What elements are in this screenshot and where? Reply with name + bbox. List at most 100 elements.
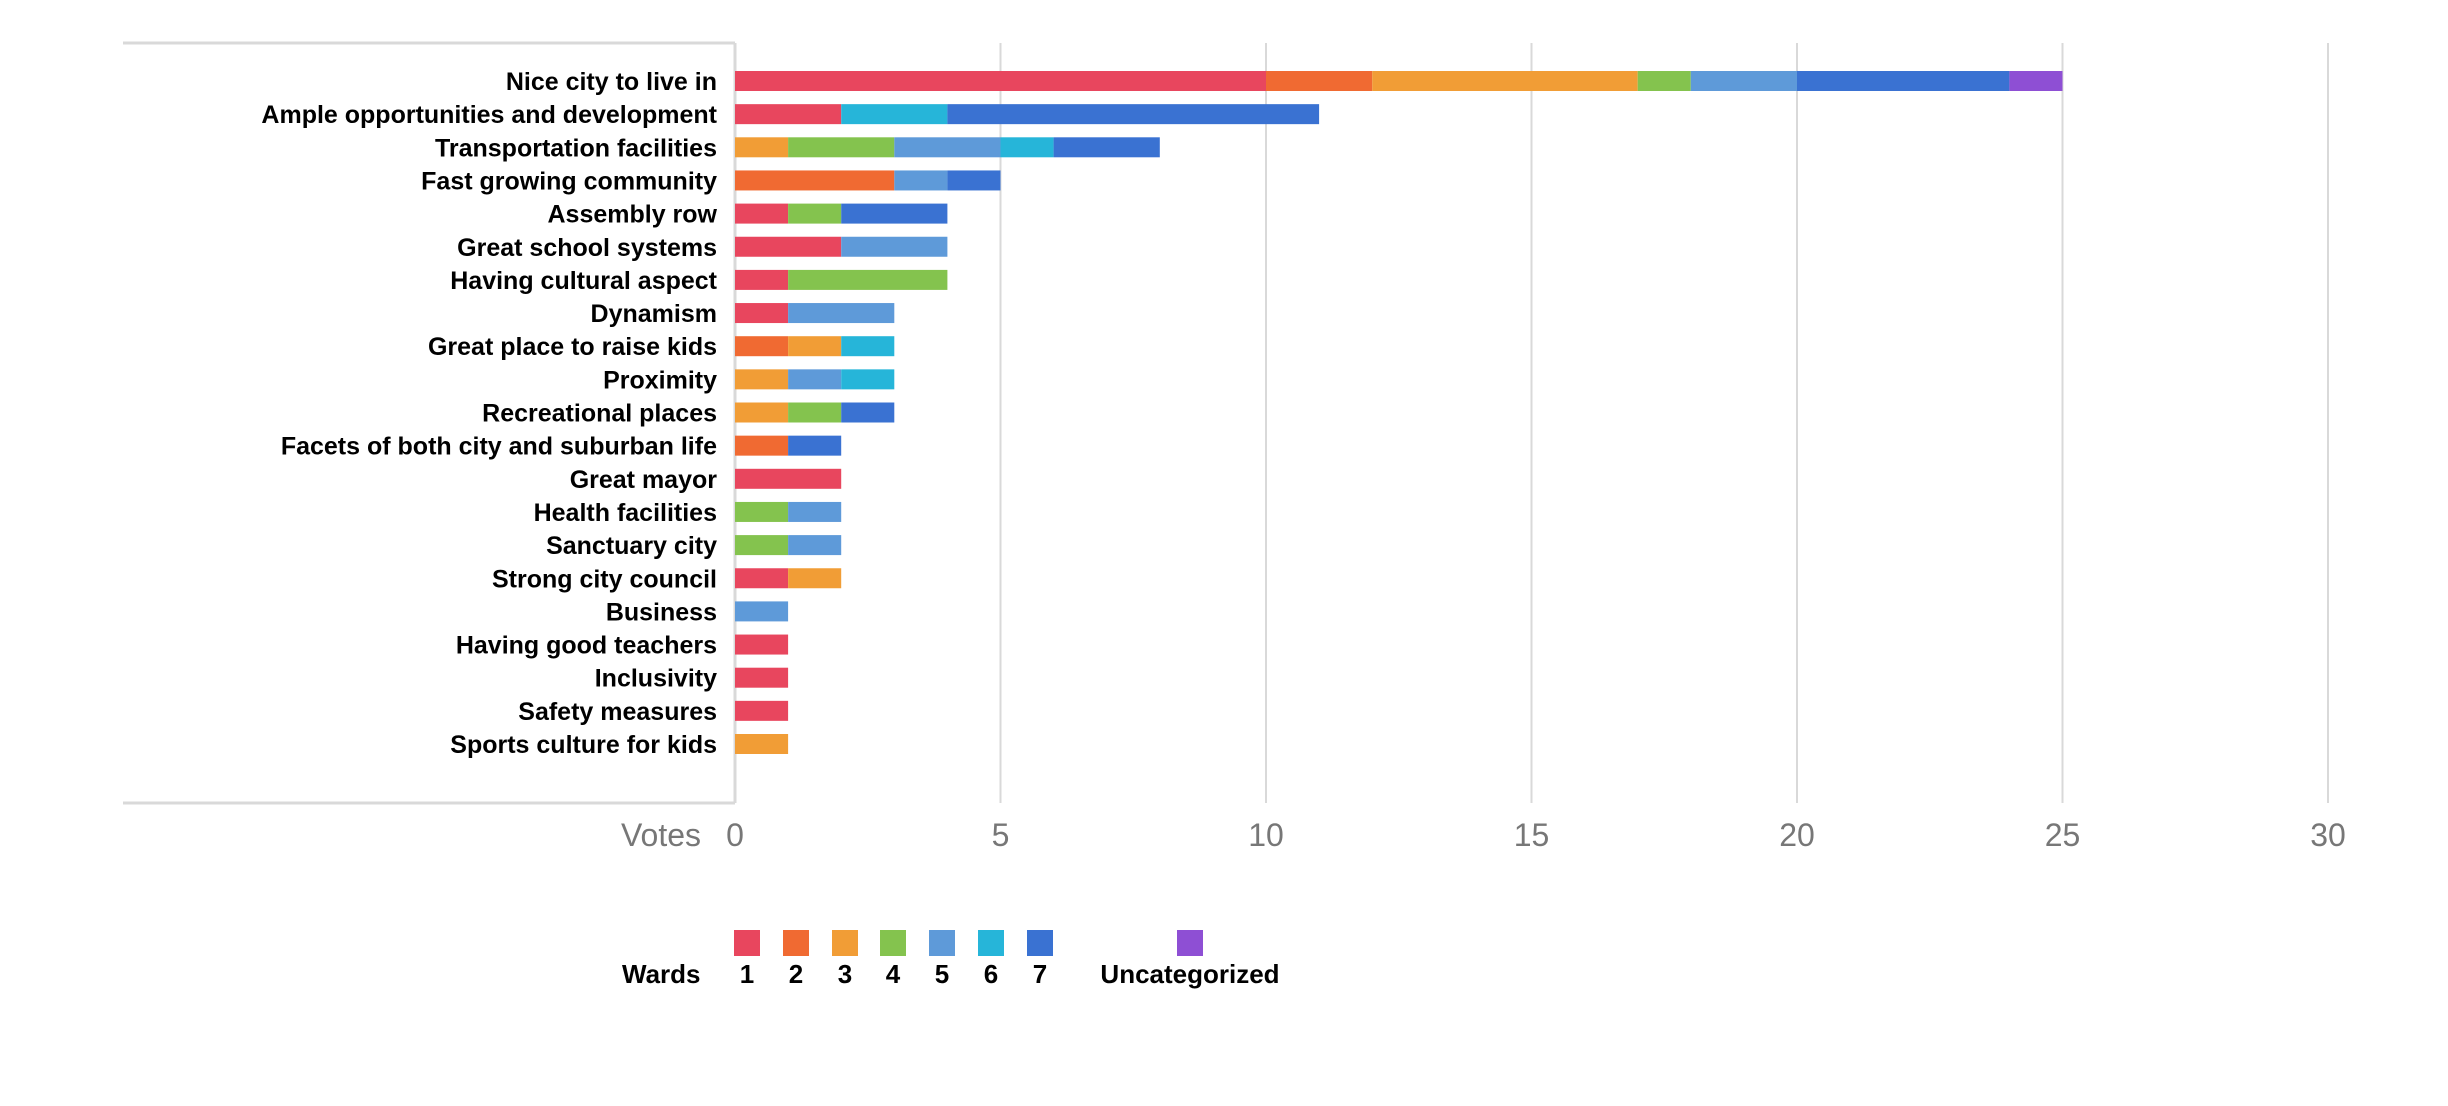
bar-segment [1372, 71, 1638, 91]
x-tick-label: 20 [1779, 817, 1815, 853]
legend-label: 7 [1033, 959, 1047, 989]
bar-segment [1637, 71, 1691, 91]
legend-swatch [880, 930, 906, 956]
bar-segment [1690, 71, 1797, 91]
bar-segment [788, 137, 895, 158]
bar-segment [735, 468, 842, 489]
legend-swatch [734, 930, 760, 956]
bar-segment [788, 203, 842, 224]
bar-segment [1797, 71, 2010, 91]
category-label: Proximity [603, 366, 717, 394]
chart-frame [123, 41, 735, 805]
category-label: Dynamism [591, 300, 717, 328]
bar-segment [735, 369, 789, 390]
legend-title: Wards [622, 959, 701, 989]
category-label: Sports culture for kids [450, 731, 717, 759]
bar-segment [788, 369, 842, 390]
category-label: Having cultural aspect [450, 267, 717, 295]
category-label: Fast growing community [421, 167, 717, 195]
legend-swatch [1177, 930, 1203, 956]
bar-segment [788, 336, 842, 357]
bar-segment [735, 170, 895, 191]
legend-swatch [783, 930, 809, 956]
bar-segment [735, 568, 789, 589]
x-axis-title: Votes [621, 817, 701, 853]
category-label: Assembly row [547, 201, 717, 229]
legend-swatch [929, 930, 955, 956]
bar-segment [735, 501, 789, 522]
bar-segment [735, 203, 789, 224]
bar-segment [735, 435, 789, 456]
bar-segment [735, 402, 789, 423]
category-label: Health facilities [534, 499, 717, 527]
category-label: Business [606, 598, 717, 626]
bar-segment [841, 369, 895, 390]
legend-swatch [832, 930, 858, 956]
category-label: Nice city to live in [506, 68, 717, 96]
category-label: Great mayor [570, 466, 718, 494]
category-label: Strong city council [492, 565, 717, 593]
bar-segment [788, 535, 842, 556]
bar-segment [2009, 71, 2063, 91]
category-label: Inclusivity [595, 665, 717, 693]
category-label: Transportation facilities [435, 134, 717, 162]
x-tick-label: 30 [2310, 817, 2346, 853]
legend-label: 6 [984, 959, 998, 989]
x-tick-label: 10 [1248, 817, 1284, 853]
bar-segment [735, 667, 789, 688]
x-tick-labels: 0 5 10 15 20 25 30 [726, 817, 2346, 853]
bar-segment [841, 236, 948, 257]
legend-label: 4 [886, 959, 901, 989]
bar-segment [788, 303, 895, 324]
bar-segment [1053, 137, 1160, 158]
legend-label: 1 [740, 959, 754, 989]
category-label: Sanctuary city [546, 532, 717, 560]
bar-segment [841, 104, 948, 125]
category-label: Facets of both city and suburban life [281, 433, 717, 461]
x-tick-label: 0 [726, 817, 744, 853]
category-label: Great school systems [457, 234, 717, 262]
bar-segment [894, 170, 948, 191]
bar-segment [735, 535, 789, 556]
bar-segment [735, 336, 789, 357]
bar-segment [841, 203, 948, 224]
bar-segment [1000, 137, 1054, 158]
legend-label: 5 [935, 959, 949, 989]
bar-segment [735, 137, 789, 158]
bar-segment [735, 71, 1266, 91]
bars [735, 71, 2063, 754]
bar-segment [735, 236, 842, 257]
legend-label: Uncategorized [1100, 959, 1279, 989]
bar-segment [947, 104, 1320, 125]
bar-segment [735, 601, 789, 622]
bar-segment [894, 137, 1001, 158]
x-tick-label: 5 [992, 817, 1010, 853]
category-labels: Nice city to live in Ample opportunities … [261, 68, 717, 759]
category-label: Recreational places [482, 400, 717, 428]
bar-segment [735, 634, 789, 655]
legend-label: 3 [838, 959, 852, 989]
bar-segment [788, 269, 948, 290]
bar-segment [788, 402, 842, 423]
bar-segment [735, 303, 789, 324]
legend-label: 2 [789, 959, 803, 989]
bar-segment [735, 269, 789, 290]
bar-segment [788, 568, 842, 589]
bar-segment [735, 104, 842, 125]
category-label: Safety measures [518, 698, 717, 726]
bar-segment [947, 170, 1001, 191]
category-label: Great place to raise kids [428, 333, 717, 361]
bar-segment [735, 734, 789, 754]
category-label: Having good teachers [456, 632, 717, 660]
legend-swatch [1027, 930, 1053, 956]
bar-segment [788, 501, 842, 522]
bar-segment [788, 435, 842, 456]
category-label: Ample opportunities and development [261, 101, 717, 129]
legend: Wards 1 2 3 4 5 6 7 Uncategorized [622, 930, 1280, 989]
legend-swatch [978, 930, 1004, 956]
x-tick-label: 15 [1514, 817, 1550, 853]
bar-segment [841, 402, 895, 423]
bar-segment [735, 700, 789, 721]
bar-segment [1266, 71, 1373, 91]
